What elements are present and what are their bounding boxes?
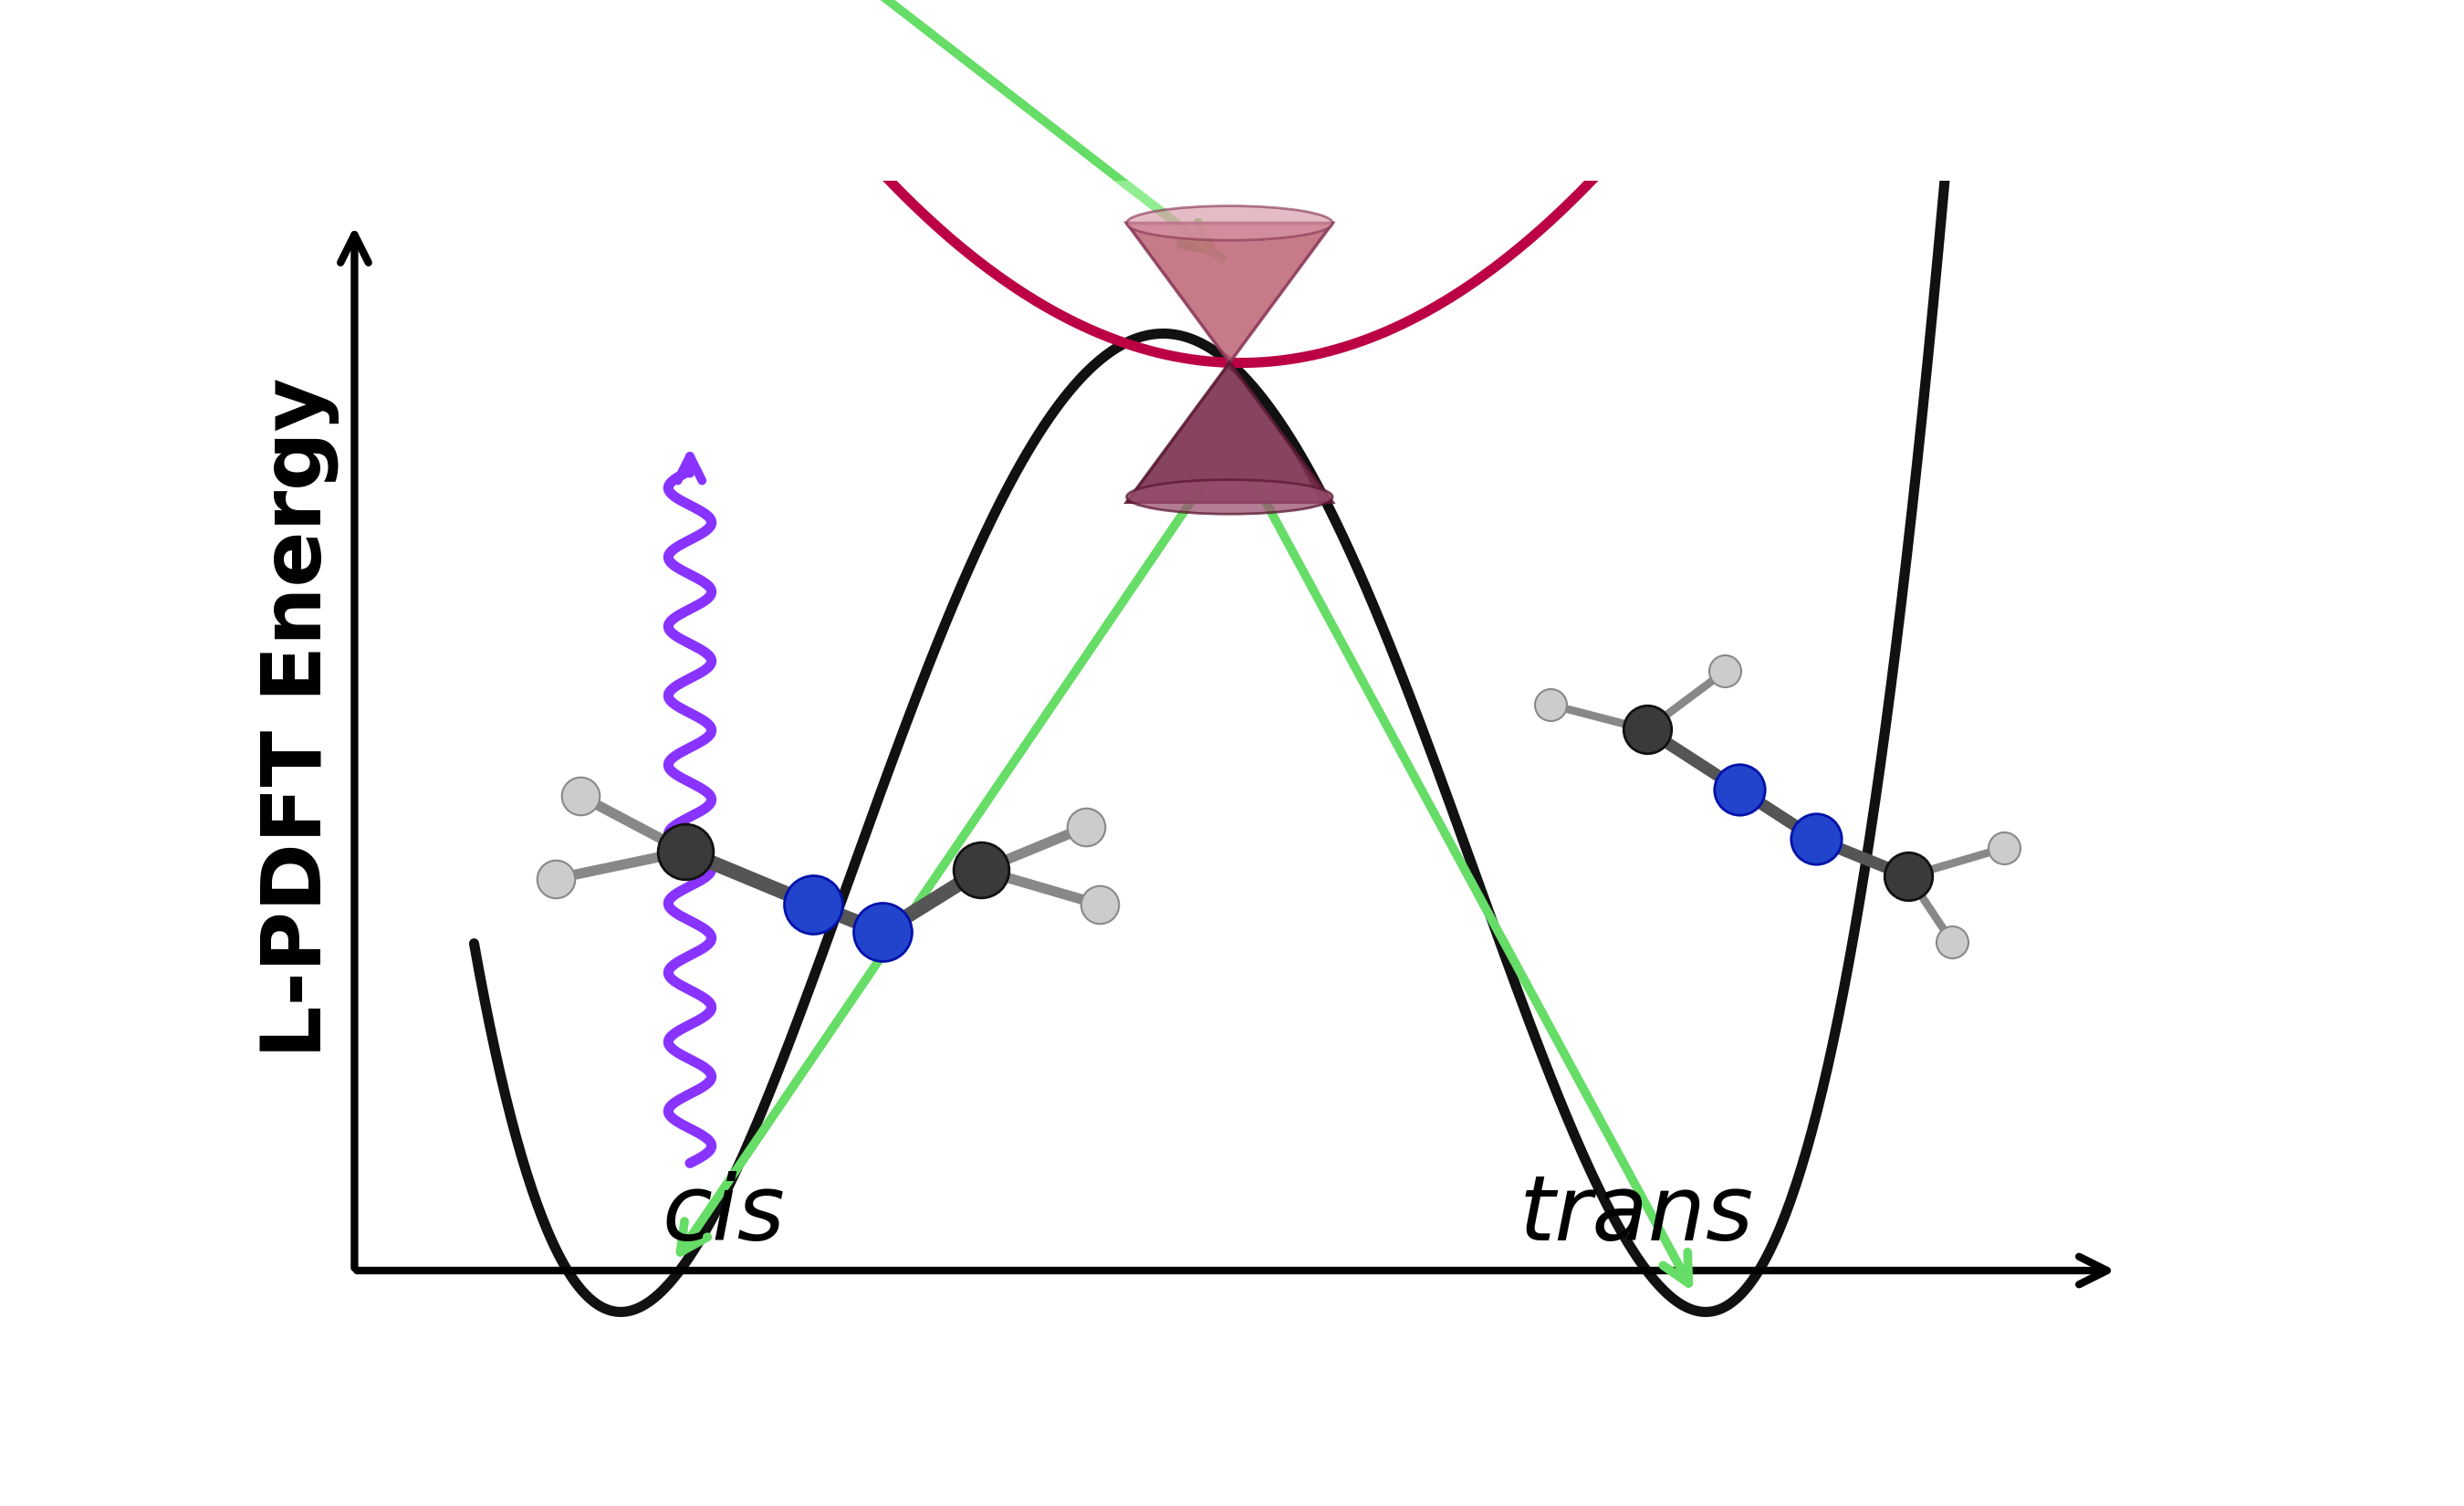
Ellipse shape bbox=[1126, 480, 1333, 514]
Text: L-PDFT Energy: L-PDFT Energy bbox=[259, 378, 340, 1057]
Ellipse shape bbox=[1126, 206, 1333, 241]
Polygon shape bbox=[1126, 363, 1333, 503]
Polygon shape bbox=[1126, 223, 1333, 363]
Text: trans: trans bbox=[1520, 1172, 1754, 1261]
Text: cis: cis bbox=[663, 1172, 784, 1261]
